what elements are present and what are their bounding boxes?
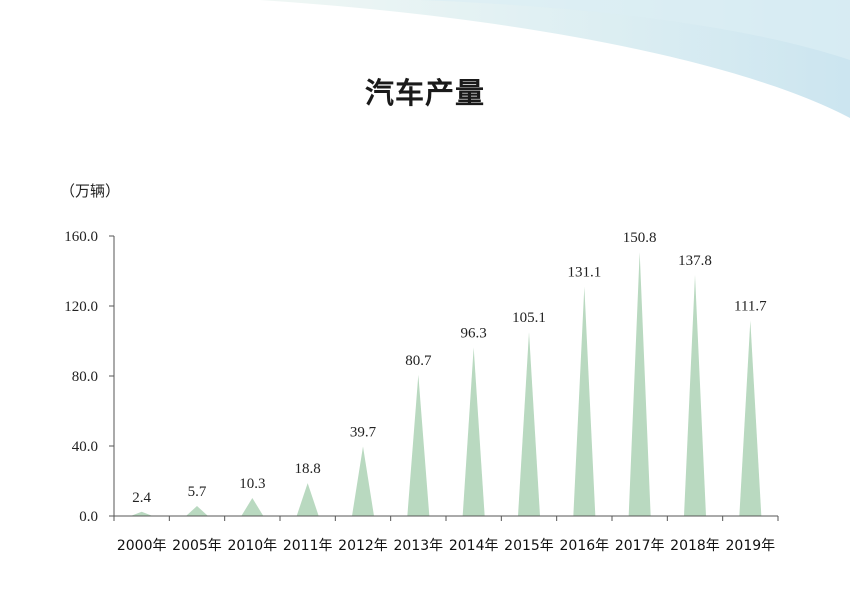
spike-5 <box>407 374 430 516</box>
value-label-2: 10.3 <box>239 476 265 492</box>
x-tick-label-5: 2013年 <box>394 538 444 554</box>
value-label-7: 105.1 <box>512 310 546 326</box>
x-tick-label-6: 2014年 <box>449 538 499 554</box>
y-tick-label-4: 160.0 <box>64 229 98 245</box>
spike-3 <box>296 483 319 516</box>
value-label-4: 39.7 <box>350 425 377 441</box>
value-label-11: 111.7 <box>734 299 767 315</box>
x-tick-label-11: 2019年 <box>726 538 776 554</box>
value-label-0: 2.4 <box>132 490 151 506</box>
chart-title: 汽车产量 <box>364 76 485 110</box>
value-label-5: 80.7 <box>405 353 432 369</box>
x-tick-label-4: 2012年 <box>338 538 388 554</box>
value-label-10: 137.8 <box>678 253 712 269</box>
spike-6 <box>462 347 485 516</box>
value-label-9: 150.8 <box>623 230 657 246</box>
spike-2 <box>241 497 264 516</box>
y-tick-label-2: 80.0 <box>72 369 98 385</box>
spike-8 <box>573 286 596 516</box>
value-label-8: 131.1 <box>567 265 601 281</box>
y-tick-label-3: 120.0 <box>64 299 98 315</box>
x-tick-label-10: 2018年 <box>670 538 720 554</box>
spike-4 <box>352 446 374 516</box>
x-tick-label-7: 2015年 <box>504 538 554 554</box>
spike-11 <box>739 320 762 516</box>
x-tick-label-1: 2005年 <box>172 538 222 554</box>
x-tick-label-0: 2000年 <box>117 538 167 554</box>
x-tick-label-3: 2011年 <box>283 538 333 554</box>
value-label-3: 18.8 <box>295 461 321 477</box>
y-tick-label-1: 40.0 <box>72 439 98 455</box>
unit-label: （万辆） <box>60 182 121 200</box>
x-tick-label-8: 2016年 <box>560 538 610 554</box>
spike-10 <box>684 274 706 516</box>
spike-7 <box>518 332 540 516</box>
value-label-1: 5.7 <box>188 484 207 500</box>
spike-0 <box>130 511 153 516</box>
x-tick-label-9: 2017年 <box>615 538 665 554</box>
value-label-6: 96.3 <box>461 325 487 341</box>
spike-1 <box>186 506 208 516</box>
spike-9 <box>628 252 651 516</box>
x-tick-label-2: 2010年 <box>228 538 278 554</box>
y-tick-label-0: 0.0 <box>79 509 98 525</box>
